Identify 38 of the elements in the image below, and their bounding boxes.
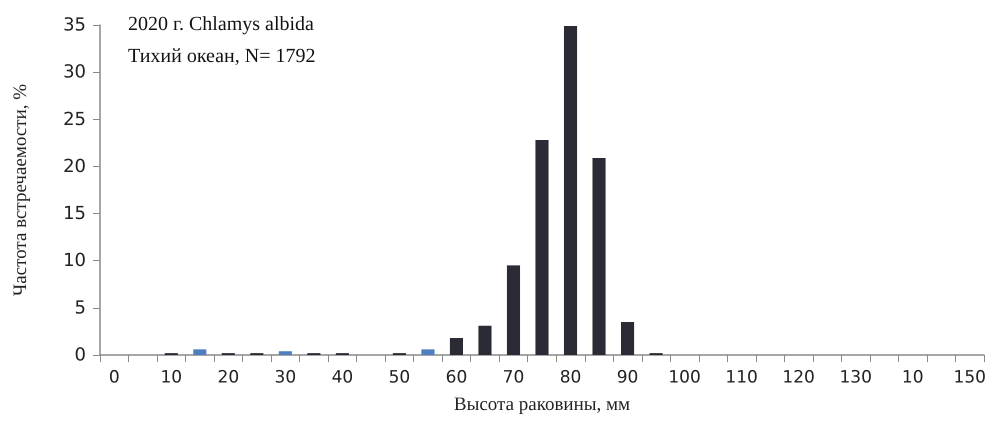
y-tick-label: 10 (63, 250, 86, 272)
annotation: 2020 г. Chlamys albida (128, 13, 314, 35)
bar (193, 349, 206, 355)
bar (535, 140, 549, 355)
annotation: Тихий океан, N= 1792 (128, 45, 316, 67)
y-tick-label: 0 (74, 344, 86, 366)
y-tick-label: 30 (63, 62, 86, 83)
y-tick-label: 15 (63, 203, 86, 224)
x-tick-label: 110 (725, 368, 758, 388)
bar (564, 26, 578, 355)
x-tick-label: 60 (446, 368, 468, 388)
y-tick-label: 35 (63, 14, 86, 36)
x-tick-label: 40 (332, 368, 354, 388)
bar (421, 349, 434, 355)
x-tick-label: 90 (616, 368, 638, 388)
y-tick-label: 20 (63, 156, 86, 177)
bar (450, 338, 464, 355)
bar (592, 158, 606, 355)
x-tick-label: 10 (160, 368, 182, 388)
bar (278, 351, 292, 355)
bar (506, 265, 520, 355)
x-tick-label: 100 (668, 368, 701, 388)
x-tick-label: 80 (560, 368, 582, 388)
x-tick-label: 50 (388, 368, 410, 388)
x-axis-title: Высота раковины, мм (454, 394, 630, 415)
x-tick-label: 10 (902, 368, 924, 388)
y-axis-title: Частота встречаемости, % (10, 84, 31, 296)
x-tick-label: 30 (274, 368, 296, 388)
x-tick-label: 130 (839, 368, 872, 388)
y-tick-label: 25 (63, 108, 86, 130)
x-tick-label: 0 (108, 368, 120, 388)
bar (620, 322, 634, 355)
x-tick-label: 20 (218, 368, 240, 388)
y-tick-label: 5 (74, 297, 86, 318)
x-tick-label: 120 (782, 368, 815, 388)
bar (478, 326, 492, 355)
x-tick-label: 70 (502, 368, 524, 388)
x-tick-label: 150 (954, 368, 986, 388)
